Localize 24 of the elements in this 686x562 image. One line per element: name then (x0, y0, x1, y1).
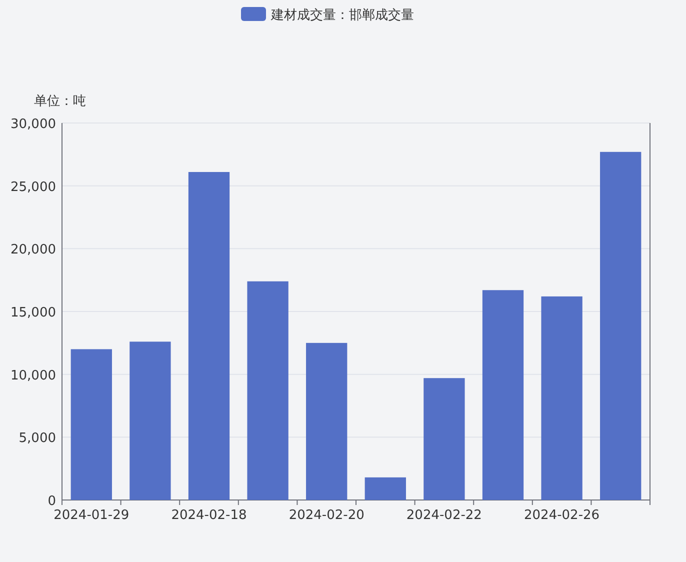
y-axis-title: 单位：吨 (34, 94, 86, 109)
x-tick-label: 2024-02-20 (288, 508, 364, 523)
y-tick-label: 5,000 (18, 431, 56, 446)
y-tick-label: 25,000 (10, 180, 56, 195)
bar (424, 378, 465, 500)
y-tick-label: 10,000 (10, 368, 56, 384)
bar (247, 281, 288, 500)
y-tick-label: 15,000 (10, 306, 56, 320)
x-tick-label: 2024-02-22 (406, 508, 482, 523)
bar (130, 342, 171, 500)
bar (364, 477, 406, 500)
x-tick-label: 2024-01-29 (54, 508, 130, 523)
bar (306, 342, 348, 500)
y-tick-label: 20,000 (10, 242, 56, 258)
x-tick-label: 2024-02-18 (171, 508, 247, 523)
legend-label: 建材成交量：邯郸成交量 (270, 7, 414, 23)
bar (482, 290, 524, 500)
bar (600, 152, 642, 500)
x-tick-label: 2024-02-26 (524, 508, 600, 523)
bar (188, 172, 230, 500)
y-tick-label: 30,000 (10, 117, 56, 132)
bar (70, 349, 112, 500)
bar (541, 296, 582, 500)
y-tick-label: 0 (48, 494, 56, 509)
